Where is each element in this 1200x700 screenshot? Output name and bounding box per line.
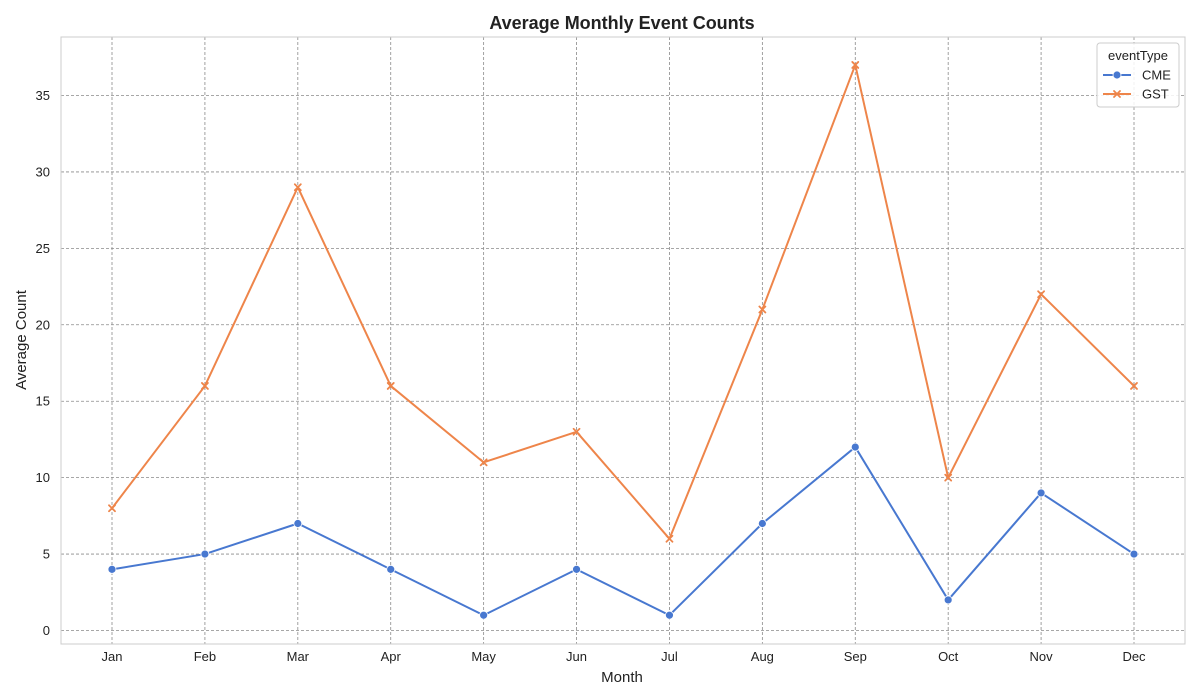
x-tick-label: Jul: [661, 649, 678, 664]
legend-items: CME GST: [1103, 68, 1171, 102]
y-axis-label: Average Count: [13, 289, 30, 390]
data-point-gst: [201, 382, 209, 390]
x-axis-ticks: Jan Feb Mar Apr May Jun Jul Aug Sep Oct Nov Dec: [102, 649, 1147, 664]
y-tick-label: 30: [36, 164, 50, 179]
series-line-gst: [111, 63, 1135, 540]
legend-box: [1096, 42, 1180, 108]
y-tick-label: 10: [36, 470, 50, 485]
data-point-cme: [1129, 549, 1139, 559]
chart-title: Average Monthly Event Counts: [489, 13, 754, 33]
grid: [61, 37, 1185, 644]
legend-marker-gst: [1113, 90, 1121, 98]
series-gst: [108, 61, 1138, 543]
x-axis-label: Month: [601, 669, 643, 686]
x-tick-label: Dec: [1122, 649, 1146, 664]
data-point-gst: [1130, 382, 1138, 390]
x-tick-label: Apr: [381, 649, 402, 664]
series-line-cme: [111, 446, 1135, 617]
y-tick-label: 5: [43, 547, 50, 562]
data-point-gst: [758, 305, 767, 314]
y-tick-label: 0: [43, 623, 50, 638]
y-tick-label: 35: [36, 88, 50, 103]
data-point-cme: [107, 564, 117, 574]
data-point-cme: [757, 519, 767, 528]
data-point-gst: [851, 61, 860, 69]
legend: eventType CME GST: [1096, 42, 1180, 108]
legend-label-cme: CME: [1142, 68, 1171, 83]
legend-item-gst: GST: [1103, 87, 1169, 102]
data-point-cme: [386, 564, 396, 574]
y-axis-ticks: 0 5 10 15 20 25 30 35: [36, 88, 50, 638]
x-tick-label: Feb: [194, 649, 216, 664]
x-tick-label: May: [471, 649, 496, 664]
x-tick-label: Aug: [751, 649, 774, 664]
data-point-gst: [1037, 290, 1045, 299]
data-point-gst: [386, 382, 395, 390]
data-point-cme: [850, 442, 860, 452]
legend-marker-cme: [1112, 70, 1122, 80]
plot-frame: [60, 36, 1186, 645]
x-tick-label: Jan: [102, 649, 123, 664]
x-tick-label: Oct: [938, 649, 959, 664]
y-tick-label: 15: [36, 394, 50, 409]
series-cme: [107, 442, 1139, 620]
data-point-gst: [572, 427, 581, 436]
data-point-cme: [665, 610, 674, 620]
series-layer: [107, 61, 1139, 620]
data-point-gst: [108, 504, 116, 513]
legend-item-cme: CME: [1103, 68, 1171, 83]
data-point-cme: [1036, 488, 1046, 498]
legend-label-gst: GST: [1142, 87, 1169, 102]
data-point-cme: [200, 549, 210, 559]
data-point-cme: [293, 519, 303, 528]
x-tick-label: Mar: [287, 649, 310, 664]
data-point-gst: [665, 534, 674, 543]
y-tick-label: 25: [36, 241, 50, 256]
x-tick-label: Sep: [844, 649, 867, 664]
x-tick-label: Jun: [566, 649, 587, 664]
data-point-gst: [293, 183, 302, 192]
data-point-gst: [479, 458, 488, 467]
data-point-cme: [572, 564, 581, 574]
legend-title: eventType: [1108, 48, 1168, 63]
data-point-cme: [943, 595, 953, 605]
y-tick-label: 20: [36, 317, 50, 332]
x-tick-label: Nov: [1030, 649, 1054, 664]
data-point-cme: [479, 610, 489, 620]
data-point-gst: [944, 473, 953, 482]
